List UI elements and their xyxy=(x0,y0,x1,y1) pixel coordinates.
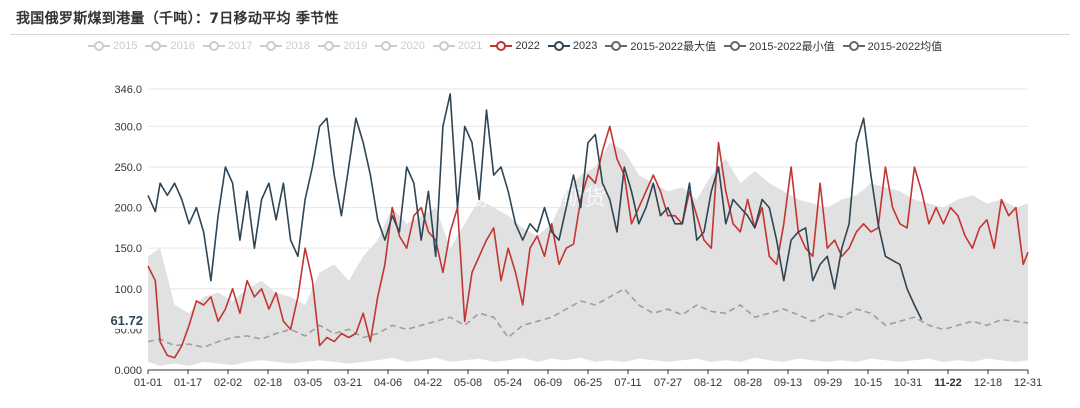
legend-swatch-dot xyxy=(323,41,334,51)
legend-item-2015-2022均值[interactable]: 2015-2022均值 xyxy=(842,38,943,54)
x-tick-label: 04-22 xyxy=(414,377,442,389)
legend-swatch-icon xyxy=(202,41,225,51)
max-area xyxy=(148,142,1028,370)
legend-item-2015-2022最小值[interactable]: 2015-2022最小值 xyxy=(723,38,835,54)
legend-swatch-dot xyxy=(208,41,219,51)
x-tick-label: 04-06 xyxy=(374,377,402,389)
x-tick-label: 01-17 xyxy=(174,377,202,389)
x-tick-label: 07-27 xyxy=(654,377,682,389)
legend-label: 2016 xyxy=(170,40,195,52)
x-tick-label: 01-01 xyxy=(134,377,162,389)
legend-item-2018[interactable]: 2018 xyxy=(260,40,310,52)
legend-label: 2015-2022均值 xyxy=(867,41,943,53)
y-pointer-bg xyxy=(104,310,146,329)
y-tick-label: 0.000 xyxy=(114,365,142,377)
legend-swatch-icon xyxy=(432,41,455,51)
legend-item-2021[interactable]: 2021 xyxy=(432,40,483,52)
legend-label: 2015-2022最小值 xyxy=(748,41,835,53)
chart-title: 我国俄罗斯煤到港量（千吨）：7日移动平均 季节性 xyxy=(16,11,339,27)
legend-label: 2015 xyxy=(113,40,138,52)
x-tick-label: 12-31 xyxy=(1014,377,1042,389)
legend-swatch-icon xyxy=(260,41,283,51)
legend-item-2015-2022最大值[interactable]: 2015-2022最大值 xyxy=(605,38,716,54)
x-tick-label: 10-15 xyxy=(854,377,882,389)
legend-swatch-icon xyxy=(88,41,110,51)
legend-swatch-dot xyxy=(553,41,564,51)
legend-swatch-icon xyxy=(145,41,168,51)
legend-swatch-dot xyxy=(848,41,859,51)
legend-label: 2019 xyxy=(342,40,368,52)
legend-item-2017[interactable]: 2017 xyxy=(202,40,253,52)
legend-swatch-dot xyxy=(381,41,392,51)
legend-swatch-dot xyxy=(94,41,104,51)
x-tick-label: 03-05 xyxy=(294,377,322,389)
legend-item-2016[interactable]: 2016 xyxy=(145,40,195,52)
legend-swatch-dot xyxy=(496,41,507,51)
legend-label: 2022 xyxy=(515,40,540,52)
legend-swatch-dot xyxy=(438,41,449,51)
legend-label: 2017 xyxy=(227,40,253,52)
legend-swatch-dot xyxy=(729,41,740,51)
x-tick-label: 08-12 xyxy=(694,377,722,389)
legend-label: 2018 xyxy=(285,40,310,52)
legend-label: 2023 xyxy=(572,40,598,52)
x-tick-label: 03-21 xyxy=(334,377,362,389)
legend-label: 2015-2022最大值 xyxy=(630,41,716,53)
x-tick-label: 05-08 xyxy=(454,377,482,389)
x-pointer-label: 11-22 xyxy=(934,377,962,389)
x-tick-label: 09-29 xyxy=(814,377,842,389)
min-area xyxy=(148,357,1028,370)
legend-swatch-icon xyxy=(375,41,398,51)
mean-line xyxy=(147,287,1029,349)
y-tick-label: 250.0 xyxy=(114,162,142,174)
x-tick-label: 06-09 xyxy=(534,377,562,389)
legend-label: 2020 xyxy=(400,40,425,52)
x-tick-label: 12-18 xyxy=(974,377,1002,389)
y-tick-label: 200.0 xyxy=(114,203,142,215)
legend-swatch-icon xyxy=(547,41,570,51)
watermark: 紫金天风期货 xyxy=(474,186,606,211)
legend-item-2023[interactable]: 2023 xyxy=(547,40,598,52)
x-tick-label: 02-18 xyxy=(254,377,282,389)
x-tick-label: 07-11 xyxy=(614,377,641,389)
legend-swatch-dot xyxy=(611,41,622,51)
legend-swatch-icon xyxy=(317,41,340,51)
legend-label: 2021 xyxy=(457,40,483,52)
x-tick-label: 09-13 xyxy=(774,377,802,389)
legend-swatch-icon xyxy=(605,41,628,51)
title-divider xyxy=(10,34,1070,35)
legend-swatch-dot xyxy=(266,41,277,51)
y-pointer-label: 61.72 xyxy=(110,313,143,328)
y-tick-label: 346.0 xyxy=(114,84,142,96)
legend-item-2015[interactable]: 2015 xyxy=(88,40,137,52)
legend-item-2019[interactable]: 2019 xyxy=(317,40,368,52)
series-line-2023 xyxy=(147,93,923,320)
x-tick-label: 05-24 xyxy=(494,377,522,389)
legend-item-2020[interactable]: 2020 xyxy=(375,40,425,52)
x-tick-label: 10-31 xyxy=(894,377,922,389)
legend-swatch-icon xyxy=(723,41,746,51)
y-tick-label: 150.0 xyxy=(114,243,142,255)
legend-item-2022[interactable]: 2022 xyxy=(490,40,540,52)
y-tick-label: 100.0 xyxy=(114,284,142,296)
legend-swatch-icon xyxy=(490,41,513,51)
chart-legend: 2015 2016 2017 2018 2019 2020 2021 2022 2023 2015… xyxy=(88,38,950,54)
x-tick-label: 06-25 xyxy=(574,377,602,389)
x-tick-label: 02-02 xyxy=(214,377,242,389)
y-tick-label: 300.0 xyxy=(114,121,142,133)
legend-swatch-icon xyxy=(842,41,865,51)
legend-swatch-dot xyxy=(151,41,162,51)
x-tick-label: 08-28 xyxy=(734,377,762,389)
series-line-2022 xyxy=(147,125,1029,359)
